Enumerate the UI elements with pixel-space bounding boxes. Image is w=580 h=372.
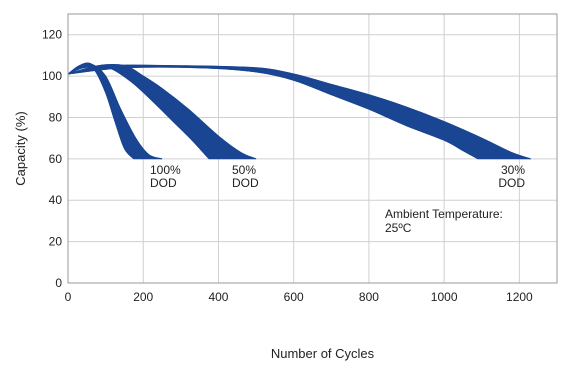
y-tick-label: 40: [49, 193, 63, 207]
x-tick-label: 600: [284, 290, 304, 304]
x-tick-label: 1200: [506, 290, 533, 304]
upper-curve-30-dod: [67, 64, 531, 160]
y-tick-labels: 0 20 40 60 80 100 120: [42, 28, 62, 290]
x-tick-label: 1000: [431, 290, 458, 304]
series-label-100-dod: 100% DOD: [150, 163, 181, 190]
upper-curve-100-dod: [67, 62, 163, 160]
series-label-50-dod: 50% DOD: [232, 163, 259, 190]
x-axis-label: Number of Cycles: [271, 346, 375, 361]
x-tick-label: 0: [65, 290, 72, 304]
y-tick-label: 60: [49, 152, 63, 166]
series-outlines: [67, 62, 531, 160]
x-tick-label: 800: [359, 290, 379, 304]
x-tick-labels: 0 200 400 600 800 1000 1200: [65, 290, 533, 304]
y-tick-label: 100: [42, 69, 62, 83]
plot-frame: [67, 13, 558, 284]
lower-curve-50-dod: [67, 65, 210, 160]
y-tick-label: 80: [49, 110, 63, 124]
y-tick-label: 0: [55, 276, 62, 290]
y-axis-label: Capacity (%): [13, 111, 28, 185]
x-tick-label: 400: [208, 290, 228, 304]
lower-curve-100-dod: [67, 66, 135, 160]
y-tick-label: 120: [42, 28, 62, 42]
grid-lines: [68, 14, 557, 283]
series-label-30-dod: 30% DOD: [498, 163, 525, 190]
upper-curve-50-dod: [67, 64, 257, 160]
lower-curve-30-dod: [67, 66, 479, 160]
x-tick-label: 200: [133, 290, 153, 304]
series-labels: 100% DOD 50% DOD 30% DOD: [150, 163, 525, 190]
ambient-temperature-annotation: Ambient Temperature: 25ºC: [385, 207, 503, 235]
y-tick-label: 20: [49, 235, 63, 249]
ambient-temperature-text: Ambient Temperature: 25ºC: [385, 207, 503, 235]
